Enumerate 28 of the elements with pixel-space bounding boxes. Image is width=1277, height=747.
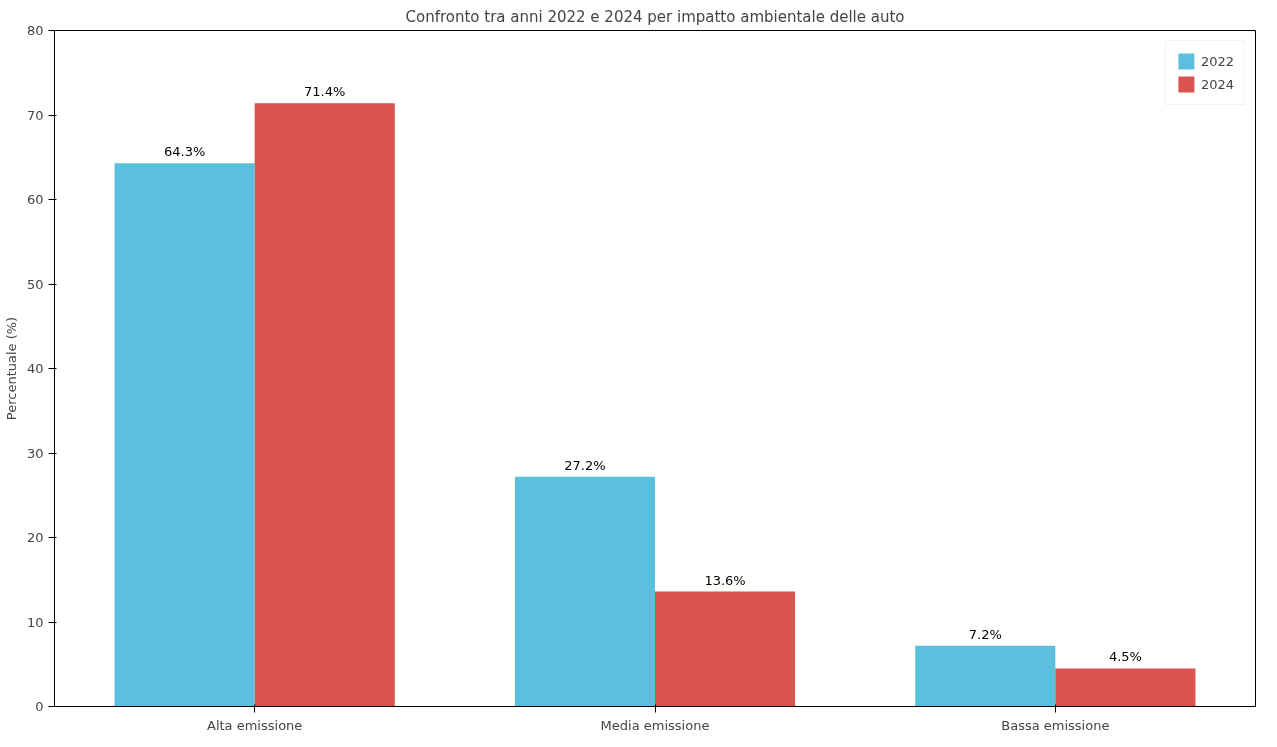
data-label: 27.2% [564,457,606,473]
x-tick-label: Alta emissione [207,717,303,733]
y-tick-label: 40 [26,361,44,376]
legend-label: 2024 [1200,76,1234,92]
bar [915,645,1056,707]
y-tick-label: 70 [26,107,44,123]
y-tick-label: 10 [26,614,44,630]
x-tick-label: Media emissione [600,717,710,733]
y-tick-label: 30 [26,445,44,461]
data-label: 64.3% [163,144,206,160]
bar [655,591,796,707]
bar [1055,668,1196,707]
legend-label: 2022 [1200,53,1234,69]
data-label: 4.5% [1108,649,1142,665]
bar [514,476,655,707]
chart-title: Confronto tra anni 2022 e 2024 per impatto ambientale delle auto [405,7,905,26]
y-tick-label: 80 [26,23,44,38]
bar [254,103,395,707]
y-tick-label: 0 [35,699,44,714]
data-label: 7.2% [968,626,1002,642]
y-tick-label: 20 [26,530,44,545]
y-tick-label: 60 [26,192,44,207]
bar [114,163,255,707]
y-axis-title: Percentuale (%) [3,316,19,421]
data-label: 13.6% [704,572,746,588]
y-tick-label: 50 [26,276,44,292]
data-label: 71.4% [304,84,346,100]
x-tick-label: Bassa emissione [1001,717,1110,733]
